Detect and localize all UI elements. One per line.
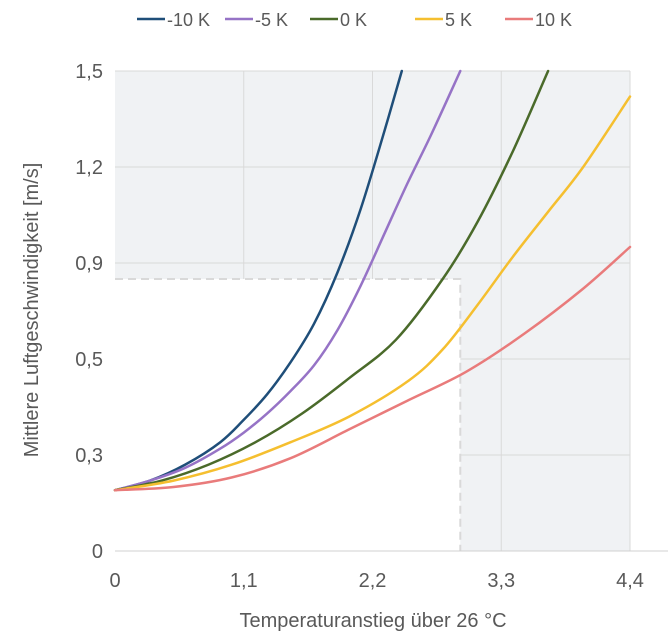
y-axis-title: Mittlere Luftgeschwindigkeit [m/s] bbox=[21, 163, 43, 458]
series-lines bbox=[113, 69, 668, 552]
legend-label: -5 K bbox=[255, 10, 288, 30]
comfort-zone-area bbox=[115, 279, 461, 551]
legend-label: -10 K bbox=[167, 10, 210, 30]
x-tick-label: 3,3 bbox=[487, 570, 515, 592]
x-tick-label: 1,1 bbox=[230, 570, 258, 592]
series-line-5k bbox=[113, 95, 632, 492]
x-tick-label: 4,4 bbox=[616, 570, 644, 592]
comfort-zone bbox=[115, 278, 462, 551]
x-tick-labels: 0 1,1 2,2 3,3 4,4 bbox=[109, 570, 643, 592]
series-line-0k bbox=[113, 69, 550, 492]
x-axis-title: Temperaturanstieg über 26 °C bbox=[239, 610, 506, 632]
series-line-minus5k bbox=[113, 69, 462, 492]
y-tick-label: 1,2 bbox=[75, 157, 103, 179]
x-tick-label: 2,2 bbox=[359, 570, 387, 592]
y-tick-label: 0,5 bbox=[75, 349, 103, 371]
x-tick-label: 0 bbox=[109, 570, 120, 592]
y-tick-label: 0,9 bbox=[75, 253, 103, 275]
legend-label: 5 K bbox=[445, 10, 472, 30]
series-line-minus10k bbox=[113, 69, 404, 492]
y-tick-label: 0,3 bbox=[75, 445, 103, 467]
y-tick-label: 0 bbox=[92, 541, 103, 563]
comfort-zone-border bbox=[115, 278, 462, 551]
legend-label: 0 K bbox=[340, 10, 367, 30]
legend-label: 10 K bbox=[535, 10, 572, 30]
y-tick-labels: 0 0,3 0,5 0,9 1,2 1,5 bbox=[75, 61, 103, 563]
y-tick-label: 1,5 bbox=[75, 61, 103, 83]
series-line-10k bbox=[113, 245, 632, 492]
legend: -10 K -5 K 0 K 5 K 10 K bbox=[137, 10, 572, 30]
